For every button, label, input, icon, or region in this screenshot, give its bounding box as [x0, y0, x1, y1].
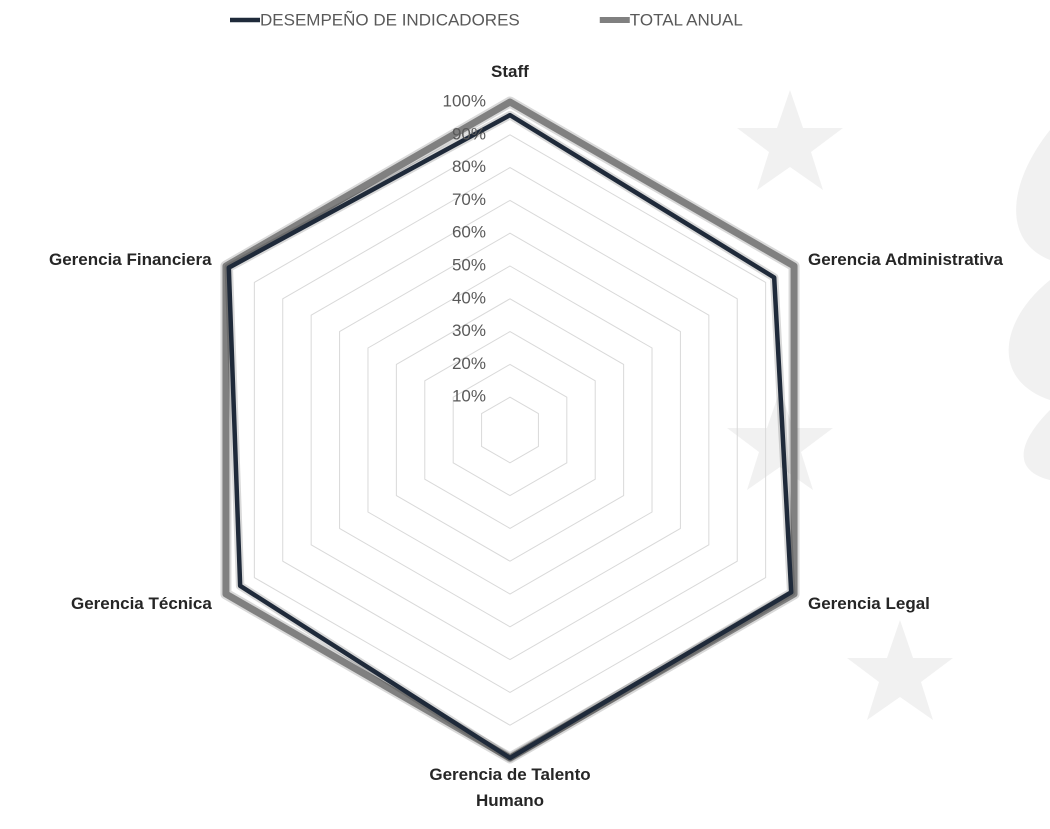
grid-ring	[282, 167, 738, 693]
y-tick-label: 100%	[443, 91, 486, 110]
y-tick-label: 30%	[452, 321, 486, 340]
y-tick-label: 20%	[452, 354, 486, 373]
y-tick-label: 70%	[452, 190, 486, 209]
y-tick-label: 90%	[452, 124, 486, 143]
category-label: Gerencia de Talento Humano	[429, 765, 591, 810]
y-tick-label: 80%	[452, 157, 486, 176]
grid-ring	[424, 331, 596, 529]
category-label: Gerencia Legal	[808, 594, 930, 613]
y-tick-label: 50%	[452, 255, 486, 274]
category-label: Gerencia Administrativa	[808, 250, 1003, 269]
category-label: Gerencia Financiera	[49, 250, 212, 269]
y-tick-label: 10%	[452, 387, 486, 406]
grid-ring	[339, 232, 681, 628]
category-label: Gerencia Técnica	[71, 594, 212, 613]
y-tick-label: 60%	[452, 223, 486, 242]
grid-ring	[310, 199, 710, 661]
legend-label: TOTAL ANUAL	[630, 10, 743, 29]
grid-ring	[481, 396, 539, 464]
background-watermark	[727, 90, 1050, 720]
grid-ring	[452, 363, 568, 497]
category-label: Staff	[491, 62, 529, 81]
legend-label: DESEMPEÑO DE INDICADORES	[260, 10, 520, 29]
grid-ring	[367, 265, 653, 595]
series-line	[226, 112, 794, 761]
grid-ring	[253, 134, 767, 726]
y-tick-label: 40%	[452, 288, 486, 307]
grid-ring	[395, 298, 625, 562]
